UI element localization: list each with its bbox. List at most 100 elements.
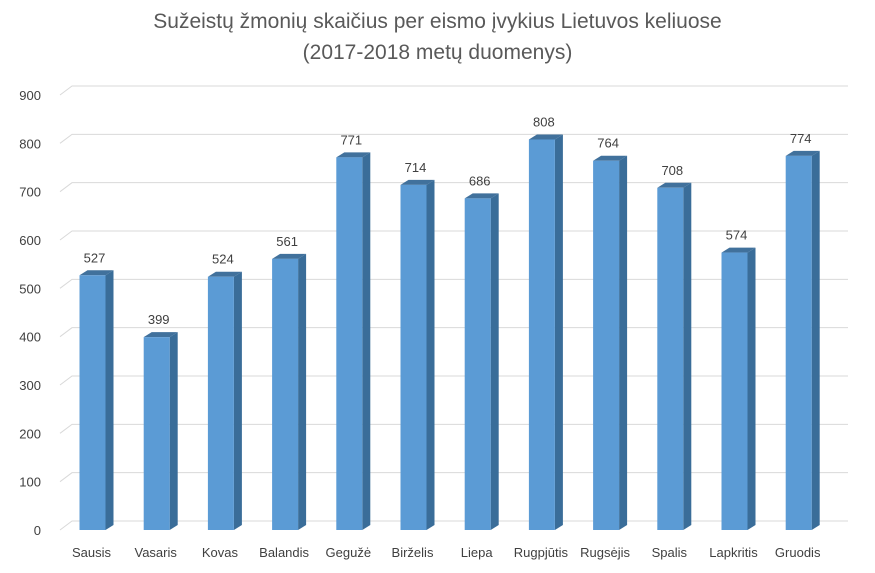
- x-tick-label: Gruodis: [775, 545, 821, 560]
- bar-top: [593, 155, 628, 161]
- data-labels: 527 399 524 561 771 714 686 808 764 708 574 774: [84, 114, 812, 327]
- bar-front: [400, 184, 427, 530]
- y-tick-label: 100: [19, 475, 41, 490]
- x-tick-label: Spalis: [652, 545, 688, 560]
- bar: [593, 155, 628, 530]
- y-tick-label: 900: [19, 88, 41, 103]
- gridline: [59, 230, 848, 241]
- gridline: [59, 182, 848, 193]
- gridline: [59, 423, 848, 434]
- data-label: 527: [84, 250, 106, 265]
- bar-front: [464, 198, 491, 530]
- data-label: 574: [726, 228, 748, 243]
- bar-side: [362, 152, 371, 530]
- data-label: 686: [469, 173, 491, 188]
- bar-front: [721, 252, 748, 531]
- bar-side: [490, 193, 499, 530]
- bar: [336, 152, 371, 530]
- y-tick-label: 700: [19, 185, 41, 200]
- bar-top: [528, 134, 563, 140]
- bar-side: [105, 270, 114, 530]
- bar-side: [233, 271, 242, 530]
- x-tick-label: Rugsėjis: [580, 545, 630, 560]
- bar: [657, 182, 692, 531]
- y-tick-label: 500: [19, 281, 41, 296]
- bar-top: [785, 150, 820, 156]
- x-tick-label: Vasaris: [135, 545, 178, 560]
- x-tick-label: Birželis: [392, 545, 434, 560]
- bar: [207, 271, 242, 530]
- bar-top: [207, 271, 242, 277]
- bar: [721, 247, 756, 531]
- bar-front: [143, 337, 170, 530]
- gridline: [59, 472, 848, 483]
- bar-front: [785, 155, 812, 530]
- y-tick-label: 0: [34, 523, 41, 538]
- data-label: 524: [212, 252, 234, 267]
- y-axis-ticks: 0 100 200 300 400 500 600 700 800 900: [19, 88, 41, 538]
- bar-top: [464, 193, 499, 199]
- bar-side: [298, 253, 307, 530]
- gridline: [59, 133, 848, 144]
- bar-front: [207, 276, 234, 530]
- bar-front: [79, 275, 106, 530]
- bar-front: [657, 187, 684, 531]
- data-label: 399: [148, 312, 170, 327]
- gridline: [59, 327, 848, 338]
- bar-front: [593, 160, 620, 530]
- x-tick-label: Kovas: [202, 545, 239, 560]
- data-label: 764: [597, 136, 619, 151]
- bar-side: [811, 150, 820, 530]
- chart-title-line-1: Sužeistų žmonių skaičius per eismo įvyki…: [153, 10, 722, 33]
- y-tick-label: 200: [19, 426, 41, 441]
- bar: [143, 332, 178, 530]
- bar: [400, 179, 435, 530]
- x-axis-ticks: Sausis Vasaris Kovas Balandis Gegužė Birželis…: [72, 545, 821, 560]
- bar-top: [657, 182, 692, 188]
- x-tick-label: Rugpjūtis: [514, 545, 569, 560]
- gridline: [59, 278, 848, 289]
- bar-top: [143, 332, 178, 338]
- bar-side: [554, 134, 563, 530]
- x-tick-label: Lapkritis: [709, 545, 758, 560]
- bar: [79, 270, 114, 530]
- data-label: 808: [533, 114, 555, 129]
- data-label: 714: [405, 160, 427, 175]
- y-tick-label: 400: [19, 330, 41, 345]
- gridline: [59, 520, 848, 531]
- bar-top: [272, 253, 307, 259]
- gridlines: [59, 85, 848, 531]
- bar-side: [747, 247, 756, 531]
- bar-side: [426, 179, 435, 530]
- bar: [272, 253, 307, 530]
- y-tick-label: 800: [19, 136, 41, 151]
- y-tick-label: 300: [19, 378, 41, 393]
- bars: [79, 134, 820, 531]
- bar-top: [400, 179, 435, 185]
- data-label: 774: [790, 131, 812, 146]
- bar-front: [528, 139, 555, 530]
- gridline: [59, 375, 848, 386]
- bar: [464, 193, 499, 530]
- bar-side: [169, 332, 178, 530]
- bar-top: [79, 270, 114, 276]
- bar: [528, 134, 563, 530]
- x-tick-label: Balandis: [259, 545, 309, 560]
- bar-side: [619, 155, 628, 530]
- data-label: 771: [340, 132, 362, 147]
- data-label: 561: [276, 234, 298, 249]
- bar-side: [683, 182, 692, 531]
- y-tick-label: 600: [19, 233, 41, 248]
- x-tick-label: Sausis: [72, 545, 112, 560]
- bar-front: [272, 258, 299, 530]
- chart-title-line-2: (2017-2018 metų duomenys): [302, 41, 573, 64]
- data-label: 708: [661, 163, 683, 178]
- gridline: [59, 85, 848, 96]
- bar: [785, 150, 820, 530]
- x-tick-label: Liepa: [461, 545, 494, 560]
- bar-top: [721, 247, 756, 253]
- x-tick-label: Gegužė: [326, 545, 372, 560]
- bar-top: [336, 152, 371, 158]
